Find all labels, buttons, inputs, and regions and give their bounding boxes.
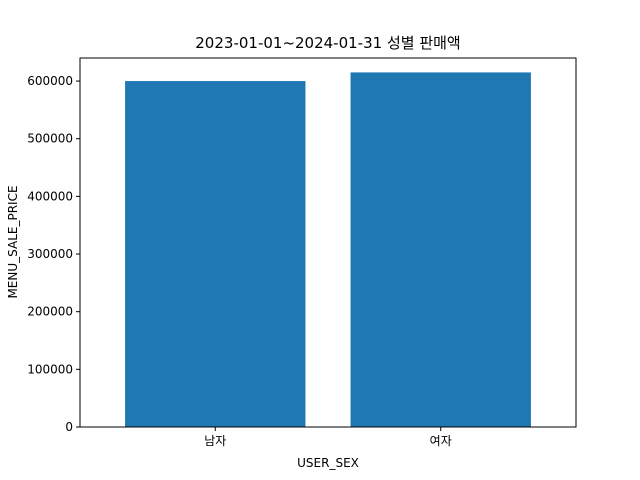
x-tick-label: 남자 (204, 434, 226, 448)
y-axis-ticks: 0 100000 200000 300000 400000 500000 600000 (27, 74, 80, 434)
plot-frame (79, 57, 577, 428)
bar-1 (350, 72, 531, 427)
y-tick-label: 500000 (27, 132, 73, 146)
y-tick-label: 0 (65, 420, 73, 434)
y-tick-label: 100000 (27, 362, 73, 376)
x-axis-ticks: 남자 여자 (204, 427, 452, 448)
y-axis-label: MENU_SALE_PRICE (6, 185, 20, 298)
bars-layer (125, 72, 531, 427)
y-tick-label: 300000 (27, 247, 73, 261)
x-tick-label: 여자 (430, 434, 452, 448)
y-tick-label: 200000 (27, 305, 73, 319)
bar-0 (125, 81, 306, 427)
chart-title: 2023-01-01~2024-01-31 성별 판매액 (195, 34, 460, 52)
y-tick-label: 400000 (27, 189, 73, 203)
x-axis-label: USER_SEX (297, 456, 359, 470)
y-tick-label: 600000 (27, 74, 73, 88)
